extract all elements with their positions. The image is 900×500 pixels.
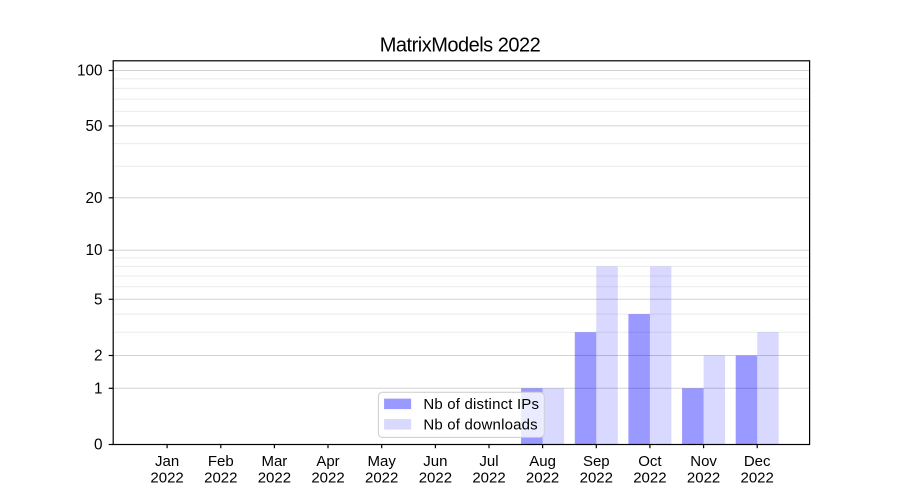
svg-text:100: 100 — [77, 63, 103, 80]
svg-text:1: 1 — [94, 380, 103, 397]
svg-text:2022: 2022 — [741, 470, 774, 487]
svg-text:Mar: Mar — [261, 453, 287, 470]
svg-text:Jul: Jul — [479, 453, 498, 470]
svg-text:Nb of distinct IPs: Nb of distinct IPs — [423, 396, 539, 413]
svg-text:2022: 2022 — [633, 470, 666, 487]
svg-text:5: 5 — [94, 291, 103, 308]
svg-text:Aug: Aug — [529, 453, 556, 470]
svg-text:Jan: Jan — [155, 453, 179, 470]
svg-text:2022: 2022 — [419, 470, 452, 487]
svg-text:20: 20 — [85, 190, 102, 207]
svg-text:Oct: Oct — [638, 453, 662, 470]
svg-text:50: 50 — [85, 118, 102, 135]
svg-text:2022: 2022 — [150, 470, 183, 487]
svg-text:MatrixModels 2022: MatrixModels 2022 — [380, 35, 541, 57]
svg-text:May: May — [368, 453, 397, 470]
svg-text:2022: 2022 — [365, 470, 398, 487]
svg-text:10: 10 — [85, 242, 102, 259]
svg-text:Sep: Sep — [583, 453, 610, 470]
svg-text:2: 2 — [94, 348, 103, 365]
svg-text:Nov: Nov — [690, 453, 717, 470]
svg-text:2022: 2022 — [204, 470, 237, 487]
svg-text:Nb of downloads: Nb of downloads — [423, 417, 537, 434]
svg-text:Jun: Jun — [423, 453, 447, 470]
svg-text:2022: 2022 — [526, 470, 559, 487]
svg-text:2022: 2022 — [580, 470, 613, 487]
svg-text:Apr: Apr — [316, 453, 339, 470]
svg-text:Feb: Feb — [208, 453, 234, 470]
svg-text:0: 0 — [94, 437, 103, 454]
svg-text:2022: 2022 — [472, 470, 505, 487]
svg-text:Dec: Dec — [744, 453, 771, 470]
svg-text:2022: 2022 — [687, 470, 720, 487]
svg-text:2022: 2022 — [311, 470, 344, 487]
svg-text:2022: 2022 — [258, 470, 291, 487]
